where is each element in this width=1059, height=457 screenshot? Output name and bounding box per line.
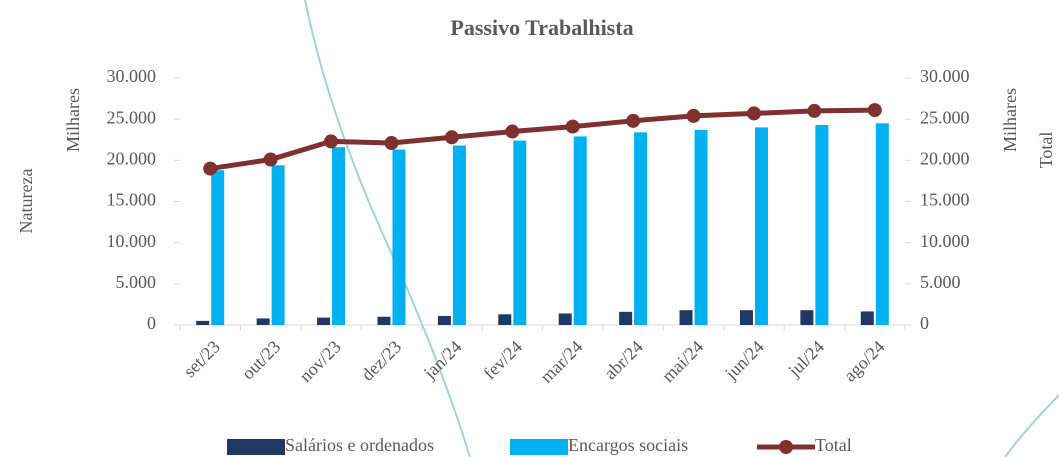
y-tick-label: 10.000 <box>107 231 157 251</box>
line-point <box>686 108 701 123</box>
bar <box>619 311 633 325</box>
x-tick-label: ago/24 <box>840 337 889 386</box>
line-point <box>867 103 882 118</box>
bar <box>739 310 753 325</box>
bar <box>437 315 451 325</box>
x-tick-label: dez/23 <box>357 337 405 385</box>
bar <box>754 127 768 326</box>
y-tick-label: 25.000 <box>107 107 157 127</box>
line-point <box>263 152 278 167</box>
decor-arc <box>304 0 471 457</box>
bar <box>377 316 391 325</box>
bar <box>558 313 572 325</box>
line <box>209 107 875 172</box>
y-tick-label: 15.000 <box>107 190 157 210</box>
y2-tick-label: 25.000 <box>920 107 970 127</box>
legend-label: Total <box>815 435 852 455</box>
line-point <box>746 106 761 121</box>
x-tick-label: fev/24 <box>479 337 526 384</box>
bar <box>573 136 587 325</box>
bar <box>694 129 708 325</box>
line-point <box>807 103 822 118</box>
y-tick-label: 5.000 <box>116 272 157 292</box>
chart-title: Passivo Trabalhista <box>450 15 633 40</box>
decor-arc <box>1004 394 1059 457</box>
legend-label: Salários e ordenados <box>285 435 434 455</box>
bar <box>679 310 693 325</box>
bar <box>196 320 210 325</box>
y-axis-label: Natureza <box>16 169 36 234</box>
bar <box>860 311 874 325</box>
x-tick-label: out/23 <box>238 337 285 384</box>
y2-tick-label: 15.000 <box>920 190 970 210</box>
x-tick-label: nov/23 <box>295 337 345 387</box>
bar <box>875 123 889 326</box>
line-point <box>203 161 218 176</box>
bar <box>392 149 406 325</box>
bar <box>815 124 829 326</box>
x-tick-label: jun/24 <box>720 337 767 384</box>
bar <box>498 314 512 325</box>
y-display-units: Milhares <box>63 88 83 152</box>
bar <box>271 165 285 325</box>
legend-swatch <box>227 439 285 455</box>
x-tick-label: mai/24 <box>658 337 707 386</box>
y2-tick-label: 10.000 <box>920 231 970 251</box>
bar <box>800 310 814 325</box>
y-tick-label: 20.000 <box>107 148 157 168</box>
x-tick-label: jul/24 <box>784 337 829 382</box>
legend-swatch <box>779 440 793 454</box>
x-tick-label: abr/24 <box>600 337 647 384</box>
bar <box>317 317 331 325</box>
y2-axis-label: Total <box>1036 132 1056 169</box>
y2-tick-label: 30.000 <box>920 66 970 86</box>
y-tick-label: 0 <box>147 313 156 333</box>
y2-tick-label: 0 <box>920 313 929 333</box>
bar <box>256 318 270 325</box>
legend-label: Encargos sociais <box>568 435 688 455</box>
line-point <box>324 134 339 149</box>
x-tick-label: set/23 <box>179 337 224 382</box>
line-point <box>565 119 580 134</box>
line-point <box>626 113 641 128</box>
line-point <box>505 124 520 139</box>
bar <box>634 132 648 325</box>
y2-tick-label: 20.000 <box>920 148 970 168</box>
bar <box>513 140 527 325</box>
bar <box>332 147 346 325</box>
bar <box>452 145 466 325</box>
y-tick-label: 30.000 <box>107 66 157 86</box>
x-tick-label: mar/24 <box>536 337 586 387</box>
line-point <box>444 130 459 145</box>
y2-tick-label: 5.000 <box>920 272 961 292</box>
y2-display-units: Milhares <box>1000 88 1020 152</box>
legend-swatch <box>510 439 568 455</box>
line-point <box>384 136 399 151</box>
bar <box>211 170 225 325</box>
